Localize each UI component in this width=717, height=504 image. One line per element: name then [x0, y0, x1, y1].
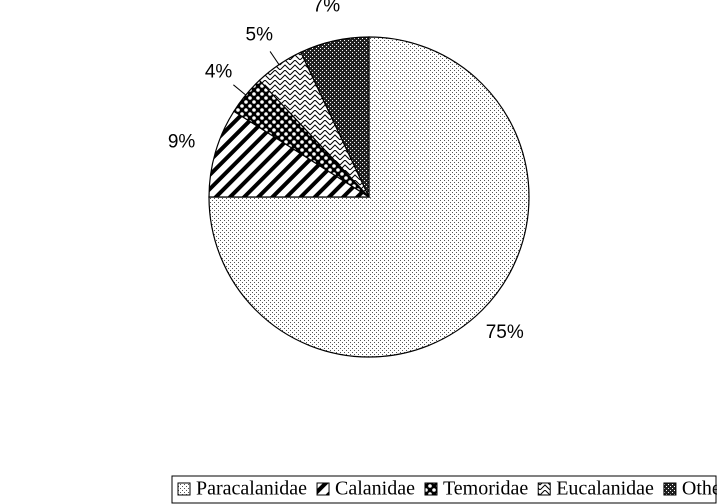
- data-label: 5%: [246, 25, 274, 46]
- legend-swatch: [316, 482, 330, 496]
- legend-swatch: [177, 482, 191, 496]
- leader-line: [269, 51, 280, 65]
- legend-label: Eucalanidae: [556, 478, 654, 500]
- leader-line: [233, 84, 247, 96]
- legend-label: Other: [682, 478, 717, 500]
- legend-swatch: [537, 482, 551, 496]
- pie-slice: [300, 36, 370, 198]
- legend-label: Calanidae: [335, 478, 415, 500]
- data-label: 4%: [205, 62, 233, 83]
- data-label: 7%: [313, 0, 341, 17]
- legend-box: [171, 475, 717, 504]
- data-label: 75%: [486, 322, 524, 343]
- legend-label: Temoridae: [443, 478, 528, 500]
- pie-slice: [208, 110, 372, 198]
- legend-swatch: [424, 482, 438, 496]
- legend-swatch: [663, 482, 677, 496]
- legend-label: Paracalanidae: [196, 478, 307, 500]
- data-label: 9%: [168, 132, 196, 153]
